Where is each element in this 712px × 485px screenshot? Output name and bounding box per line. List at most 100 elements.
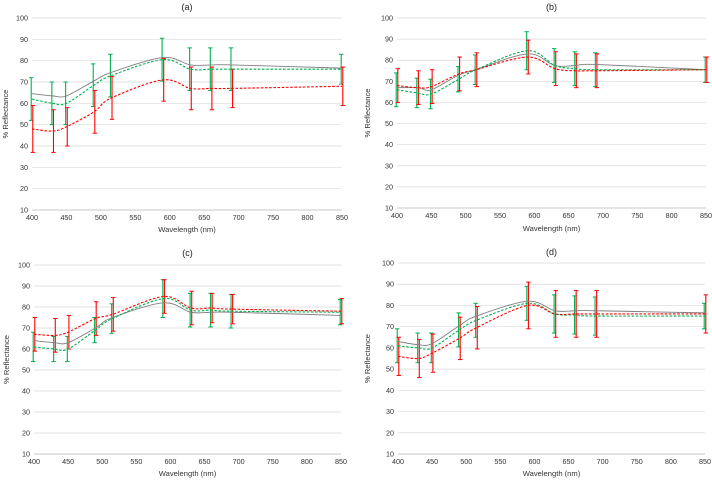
y-tick-label: 30 [386,407,394,416]
chart-panel-d: 10 20 30 40 50 60 70 80 90 100 400 450 500 550 600 650 7… [356,243,712,485]
x-axis-label: Wavelength (nm) [523,224,581,233]
chart-title-a: (a) [182,2,193,12]
y-tick-label: 30 [385,161,393,170]
error-bars-green [29,37,344,126]
chart-c-svg: 10 20 30 40 50 60 70 80 90 100 400 450 500 550 600 650 7… [2,248,347,478]
y-tick-label: 60 [386,343,394,352]
series-line-red [397,304,705,360]
y-tick-label: 50 [385,119,393,128]
x-tick-label: 750 [631,457,643,466]
y-tick-label: 90 [20,35,28,44]
y-tick-label: 30 [22,408,30,417]
x-tick-label: 600 [528,211,540,220]
y-tick-label: 20 [385,182,393,191]
chart-title-c: (c) [182,248,193,258]
chart-title-d: (d) [546,247,557,257]
y-tick-label: 80 [386,301,394,310]
series-line-grey [396,53,707,91]
chart-panel-b: 10 20 30 40 50 60 70 80 90 100 400 450 500 550 600 650 7… [356,0,712,238]
x-tick-label: 550 [129,213,141,222]
x-tick-label: 800 [301,457,313,466]
series-line-grey [397,300,706,346]
y-tick-label: 50 [20,120,28,129]
error-bars-green [395,285,707,364]
y-tick-label: 70 [386,322,394,331]
x-tick-label: 800 [666,211,678,220]
x-axis-label: Wavelength (nm) [158,225,216,234]
series-line-green [33,298,342,352]
x-tick-label: 650 [198,213,210,222]
y-tick-label: 40 [386,386,394,395]
x-tick-label: 550 [494,457,506,466]
y-tick-label: 60 [20,99,28,108]
x-tick-label: 500 [95,213,107,222]
x-tick-label: 400 [26,213,38,222]
y-tick-label: 70 [22,324,30,333]
error-bars-red [30,58,345,153]
series-line-grey [33,302,342,345]
x-tick-label: 450 [60,213,72,222]
y-axis-label: % Reflectance [363,334,372,383]
x-tick-label: 850 [335,457,347,466]
x-tick-label: 700 [597,457,609,466]
series-line-green [396,50,707,96]
gridlines [32,17,342,211]
x-tick-label: 600 [164,213,176,222]
y-tick-label: 40 [20,142,28,151]
y-tick-label: 100 [382,259,394,268]
x-tick-label: 400 [391,211,403,220]
y-axis-label: % Reflectance [2,335,11,384]
x-axis-label: Wavelength (nm) [159,469,217,478]
y-tick-label: 100 [16,14,28,23]
x-tick-label: 650 [199,457,211,466]
x-tick-label: 800 [665,457,677,466]
y-tick-label: 80 [22,303,30,312]
chart-d-svg: 10 20 30 40 50 60 70 80 90 100 400 450 500 550 600 650 7… [363,247,711,478]
x-tick-label: 800 [302,213,314,222]
y-tick-label: 90 [385,35,393,44]
y-tick-label: 20 [386,428,394,437]
x-tick-label: 450 [426,457,438,466]
y-axis-label: % Reflectance [1,90,10,139]
x-tick-label: 700 [233,457,245,466]
error-bars-red [396,281,708,379]
y-tick-label: 100 [18,261,30,270]
chart-panel-a: 10 20 30 40 50 60 70 80 90 100 400 450 500 550 600 650 7… [0,0,356,238]
y-tick-label: 10 [20,206,28,215]
chart-panel-c: 10 20 30 40 50 60 70 80 90 100 400 450 500 550 600 650 7… [0,243,356,485]
y-tick-label: 90 [386,280,394,289]
gridlines [398,262,705,455]
x-tick-label: 400 [392,457,404,466]
x-tick-label: 850 [700,211,712,220]
series-line-grey [31,56,343,98]
gridlines [34,264,341,455]
y-tick-label: 70 [385,77,393,86]
x-tick-label: 850 [336,213,348,222]
x-tick-label: 450 [62,457,74,466]
x-tick-label: 600 [164,457,176,466]
y-tick-label: 10 [386,450,394,459]
y-tick-label: 20 [20,184,28,193]
y-tick-label: 50 [386,365,394,374]
y-tick-label: 30 [20,163,28,172]
y-tick-label: 60 [385,98,393,107]
x-tick-label: 650 [563,211,575,220]
x-tick-label: 700 [597,211,609,220]
x-tick-label: 700 [233,213,245,222]
y-axis-label: % Reflectance [363,89,372,138]
y-tick-label: 50 [22,366,30,375]
x-tick-label: 400 [28,457,40,466]
x-tick-label: 750 [267,213,279,222]
y-tick-label: 20 [22,429,30,438]
x-tick-label: 650 [563,457,575,466]
y-tick-label: 40 [385,140,393,149]
series-line-green [397,302,706,350]
y-tick-label: 100 [381,14,393,23]
gridlines [397,17,706,209]
series-line-green [31,59,342,106]
chart-title-b: (b) [546,2,557,12]
x-tick-label: 550 [494,211,506,220]
error-bars-red [395,39,709,106]
x-tick-label: 750 [631,211,643,220]
